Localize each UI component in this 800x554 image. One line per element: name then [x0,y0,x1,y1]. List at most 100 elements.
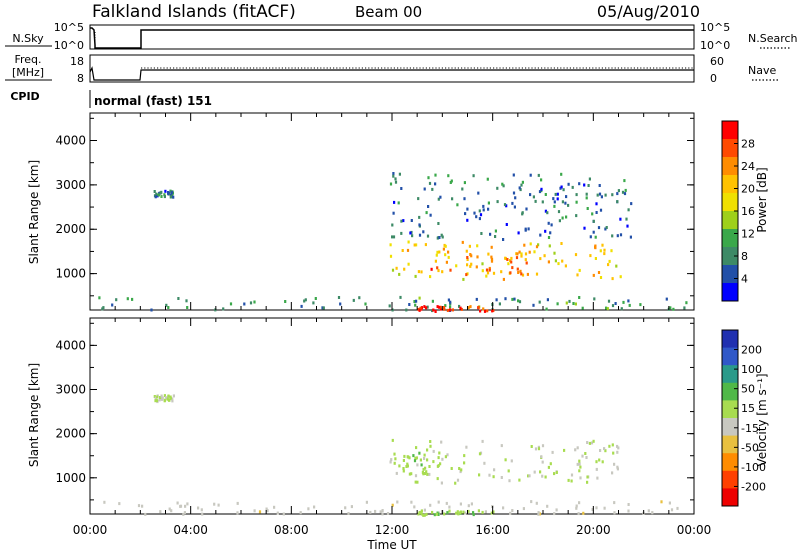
data-cell [619,275,622,279]
data-cell [350,505,353,509]
data-cell [415,243,418,247]
data-cell [456,478,460,482]
data-cell [423,187,426,191]
data-cell [440,307,443,311]
data-cell [479,213,483,217]
data-cell [423,513,426,517]
data-cell [496,186,499,190]
data-cell [587,184,590,187]
colorbar-swatch [722,453,738,472]
data-cell [165,303,168,307]
data-cell [616,465,619,469]
data-cell [447,298,450,302]
data-cell [639,303,642,307]
data-cell [392,174,395,178]
data-cell [529,193,532,197]
data-cell [547,221,550,225]
data-cell [176,501,179,505]
x-axis-title: Time UT [366,538,417,552]
data-cell [159,396,162,399]
data-cell [161,396,164,400]
data-cell [475,215,478,219]
data-cell [460,468,463,472]
data-cell [586,475,589,479]
x-tick-label: 04:00 [173,523,208,537]
data-cell [374,509,377,513]
nave-tick-top: 60 [710,55,724,68]
x-tick-label: 16:00 [475,523,510,537]
y-tick-label: 1000 [55,471,86,485]
data-cell [418,233,422,237]
data-cell [418,296,421,300]
data-cell [458,467,461,470]
data-cell [426,458,429,462]
data-cell [481,510,484,514]
data-cell [427,205,430,208]
data-cell [595,211,598,214]
data-cell [405,465,408,468]
data-cell [312,301,315,305]
data-cell [481,269,484,273]
data-cell [433,513,436,517]
data-cell [621,190,625,194]
data-cell [390,458,393,462]
data-cell [469,305,472,309]
data-cell [627,509,630,513]
data-cell [475,297,478,301]
data-cell [431,299,434,303]
data-cell [599,249,602,253]
data-cell [451,308,454,312]
data-cell [467,504,470,508]
data-cell [556,197,559,201]
data-cell [307,507,310,511]
data-cell [420,512,423,516]
data-cell [459,510,462,514]
data-cell [463,454,466,458]
data-cell [579,465,582,469]
data-cell [586,441,589,444]
data-cell [365,500,368,504]
data-cell [490,245,493,249]
data-cell [364,302,367,306]
data-cell [416,480,419,484]
data-cell [253,509,256,513]
data-cell [170,509,173,513]
data-cell [431,510,434,514]
data-cell [436,305,439,309]
colorbar-tick-label: -100 [741,461,766,474]
data-cell [598,458,601,462]
data-cell [532,303,535,307]
data-cell [604,193,607,197]
freq-trace [89,66,694,81]
data-cell [534,447,538,451]
data-cell [668,501,671,505]
data-cell [603,252,606,256]
data-cell [358,296,361,300]
data-cell [627,299,630,303]
data-cell [429,275,432,279]
data-cell [444,253,447,257]
data-cell [616,467,619,471]
data-cell [460,307,463,311]
data-cell [476,244,479,248]
data-cell [422,472,425,476]
data-cell [585,192,588,196]
data-cell [611,277,614,281]
data-cell [154,396,157,400]
data-cell [502,277,505,281]
data-cell [432,449,435,453]
data-cell [437,456,440,460]
data-cell [442,247,445,251]
data-cell [592,439,595,443]
data-cell [150,308,153,312]
data-cell [539,257,542,261]
data-cell [393,200,396,204]
data-cell [400,231,403,235]
data-cell [601,460,604,464]
data-cell [485,268,489,272]
data-cell [456,510,459,514]
colorbar-swatch [722,193,738,212]
data-cell [169,397,172,401]
data-cell [473,211,476,215]
data-cell [300,304,303,308]
